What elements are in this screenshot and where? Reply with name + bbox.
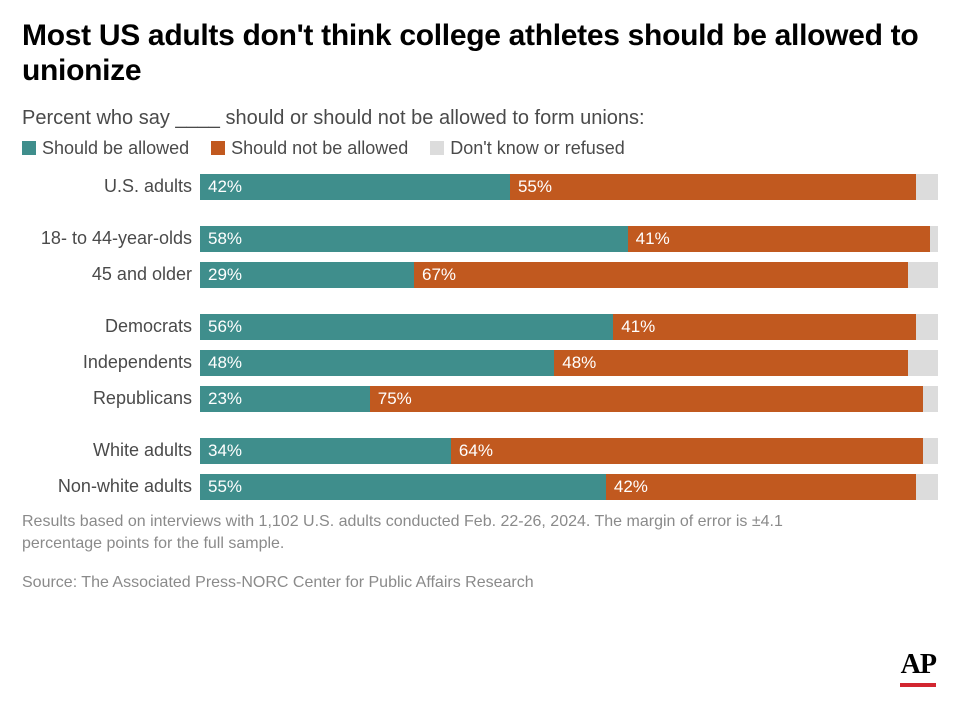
legend-item-dk: Don't know or refused bbox=[430, 138, 625, 159]
ap-logo-text: AP bbox=[900, 649, 936, 681]
stacked-bar-chart: U.S. adults42%55%18- to 44-year-olds58%4… bbox=[22, 173, 938, 501]
chart-group: Democrats56%41%Independents48%48%Republi… bbox=[22, 313, 938, 413]
chart-row: White adults34%64% bbox=[22, 437, 938, 465]
bar-segment-not-allow: 48% bbox=[554, 350, 908, 376]
row-label: Democrats bbox=[22, 316, 200, 337]
legend-swatch-allow bbox=[22, 141, 36, 155]
chart-title: Most US adults don't think college athle… bbox=[22, 18, 922, 89]
legend-label-allow: Should be allowed bbox=[42, 138, 189, 159]
bar-segment-dk bbox=[908, 350, 938, 376]
bar-segment-allow: 23% bbox=[200, 386, 370, 412]
legend-label-not: Should not be allowed bbox=[231, 138, 408, 159]
bar-segment-allow: 58% bbox=[200, 226, 628, 252]
chart-row: U.S. adults42%55% bbox=[22, 173, 938, 201]
row-label: Republicans bbox=[22, 388, 200, 409]
bar-segment-allow: 48% bbox=[200, 350, 554, 376]
bar-segment-not-allow: 64% bbox=[451, 438, 923, 464]
legend: Should be allowed Should not be allowed … bbox=[22, 138, 938, 159]
bar-segment-dk bbox=[908, 262, 938, 288]
bar-track: 56%41% bbox=[200, 314, 938, 340]
bar-track: 29%67% bbox=[200, 262, 938, 288]
chart-row: Independents48%48% bbox=[22, 349, 938, 377]
bar-track: 42%55% bbox=[200, 174, 938, 200]
bar-segment-dk bbox=[916, 474, 938, 500]
chart-container: Most US adults don't think college athle… bbox=[0, 0, 960, 703]
row-label: Independents bbox=[22, 352, 200, 373]
bar-track: 48%48% bbox=[200, 350, 938, 376]
row-label: Non-white adults bbox=[22, 476, 200, 497]
bar-track: 58%41% bbox=[200, 226, 938, 252]
bar-segment-not-allow: 67% bbox=[414, 262, 908, 288]
chart-group: U.S. adults42%55% bbox=[22, 173, 938, 201]
chart-row: 45 and older29%67% bbox=[22, 261, 938, 289]
methodology-note: Results based on interviews with 1,102 U… bbox=[22, 511, 842, 556]
bar-segment-allow: 55% bbox=[200, 474, 606, 500]
bar-track: 55%42% bbox=[200, 474, 938, 500]
bar-segment-allow: 42% bbox=[200, 174, 510, 200]
row-label: 45 and older bbox=[22, 264, 200, 285]
legend-item-allow: Should be allowed bbox=[22, 138, 189, 159]
chart-subtitle: Percent who say ____ should or should no… bbox=[22, 107, 938, 130]
chart-group: White adults34%64%Non-white adults55%42% bbox=[22, 437, 938, 501]
bar-segment-dk bbox=[923, 438, 938, 464]
chart-row: Non-white adults55%42% bbox=[22, 473, 938, 501]
bar-segment-allow: 29% bbox=[200, 262, 414, 288]
row-label: 18- to 44-year-olds bbox=[22, 228, 200, 249]
bar-segment-allow: 56% bbox=[200, 314, 613, 340]
source-line: Source: The Associated Press-NORC Center… bbox=[22, 574, 938, 592]
bar-track: 34%64% bbox=[200, 438, 938, 464]
bar-segment-not-allow: 75% bbox=[370, 386, 924, 412]
bar-segment-dk bbox=[923, 386, 938, 412]
legend-label-dk: Don't know or refused bbox=[450, 138, 625, 159]
ap-logo-underline bbox=[900, 683, 936, 687]
chart-row: 18- to 44-year-olds58%41% bbox=[22, 225, 938, 253]
row-label: White adults bbox=[22, 440, 200, 461]
chart-row: Democrats56%41% bbox=[22, 313, 938, 341]
bar-segment-dk bbox=[930, 226, 938, 252]
legend-item-not: Should not be allowed bbox=[211, 138, 408, 159]
bar-segment-not-allow: 55% bbox=[510, 174, 916, 200]
chart-group: 18- to 44-year-olds58%41%45 and older29%… bbox=[22, 225, 938, 289]
legend-swatch-dk bbox=[430, 141, 444, 155]
legend-swatch-not bbox=[211, 141, 225, 155]
ap-logo: AP bbox=[900, 649, 936, 687]
bar-segment-not-allow: 42% bbox=[606, 474, 916, 500]
chart-row: Republicans23%75% bbox=[22, 385, 938, 413]
bar-segment-not-allow: 41% bbox=[613, 314, 916, 340]
bar-segment-dk bbox=[916, 174, 938, 200]
row-label: U.S. adults bbox=[22, 176, 200, 197]
bar-segment-not-allow: 41% bbox=[628, 226, 930, 252]
bar-segment-dk bbox=[916, 314, 938, 340]
bar-segment-allow: 34% bbox=[200, 438, 451, 464]
bar-track: 23%75% bbox=[200, 386, 938, 412]
